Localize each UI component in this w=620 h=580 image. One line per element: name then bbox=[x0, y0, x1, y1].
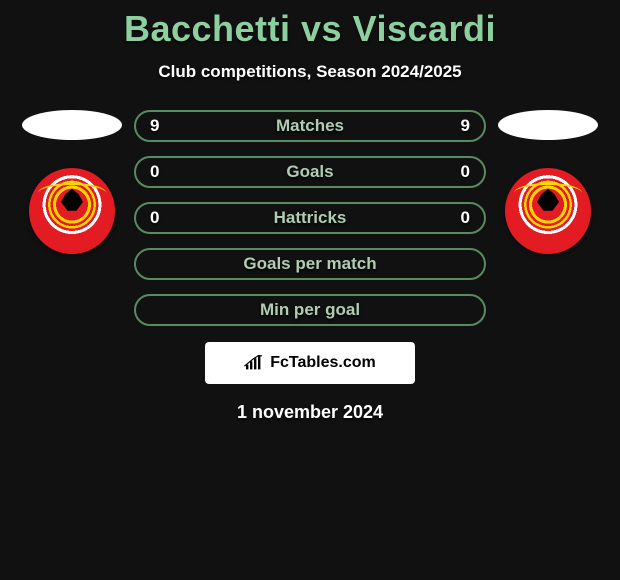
left-player-col bbox=[22, 110, 122, 254]
brand-text: FcTables.com bbox=[270, 354, 376, 372]
stat-label: Hattricks bbox=[174, 208, 446, 228]
stat-bar-goals-per-match: Goals per match bbox=[134, 248, 486, 280]
stat-bar-hattricks: 0 Hattricks 0 bbox=[134, 202, 486, 234]
brand-badge: FcTables.com bbox=[205, 342, 415, 384]
comparison-panel: 9 Matches 9 0 Goals 0 0 Hattricks 0 Goal… bbox=[0, 110, 620, 326]
stat-left-value: 0 bbox=[150, 208, 174, 228]
right-player-col bbox=[498, 110, 598, 254]
chart-icon bbox=[244, 355, 264, 371]
stat-right-value: 0 bbox=[446, 208, 470, 228]
subtitle: Club competitions, Season 2024/2025 bbox=[0, 62, 620, 82]
stat-label: Min per goal bbox=[174, 300, 446, 320]
stat-label: Matches bbox=[174, 116, 446, 136]
stat-right-value: 0 bbox=[446, 162, 470, 182]
right-club-badge bbox=[505, 168, 591, 254]
stat-bar-matches: 9 Matches 9 bbox=[134, 110, 486, 142]
stat-left-value: 0 bbox=[150, 162, 174, 182]
stat-label: Goals per match bbox=[174, 254, 446, 274]
left-club-badge bbox=[29, 168, 115, 254]
stat-left-value: 9 bbox=[150, 116, 174, 136]
stat-bar-min-per-goal: Min per goal bbox=[134, 294, 486, 326]
stat-bars: 9 Matches 9 0 Goals 0 0 Hattricks 0 Goal… bbox=[134, 110, 486, 326]
stat-right-value: 9 bbox=[446, 116, 470, 136]
stat-label: Goals bbox=[174, 162, 446, 182]
page-title: Bacchetti vs Viscardi bbox=[0, 8, 620, 50]
right-player-avatar bbox=[498, 110, 598, 140]
date-text: 1 november 2024 bbox=[0, 402, 620, 423]
stat-bar-goals: 0 Goals 0 bbox=[134, 156, 486, 188]
left-player-avatar bbox=[22, 110, 122, 140]
